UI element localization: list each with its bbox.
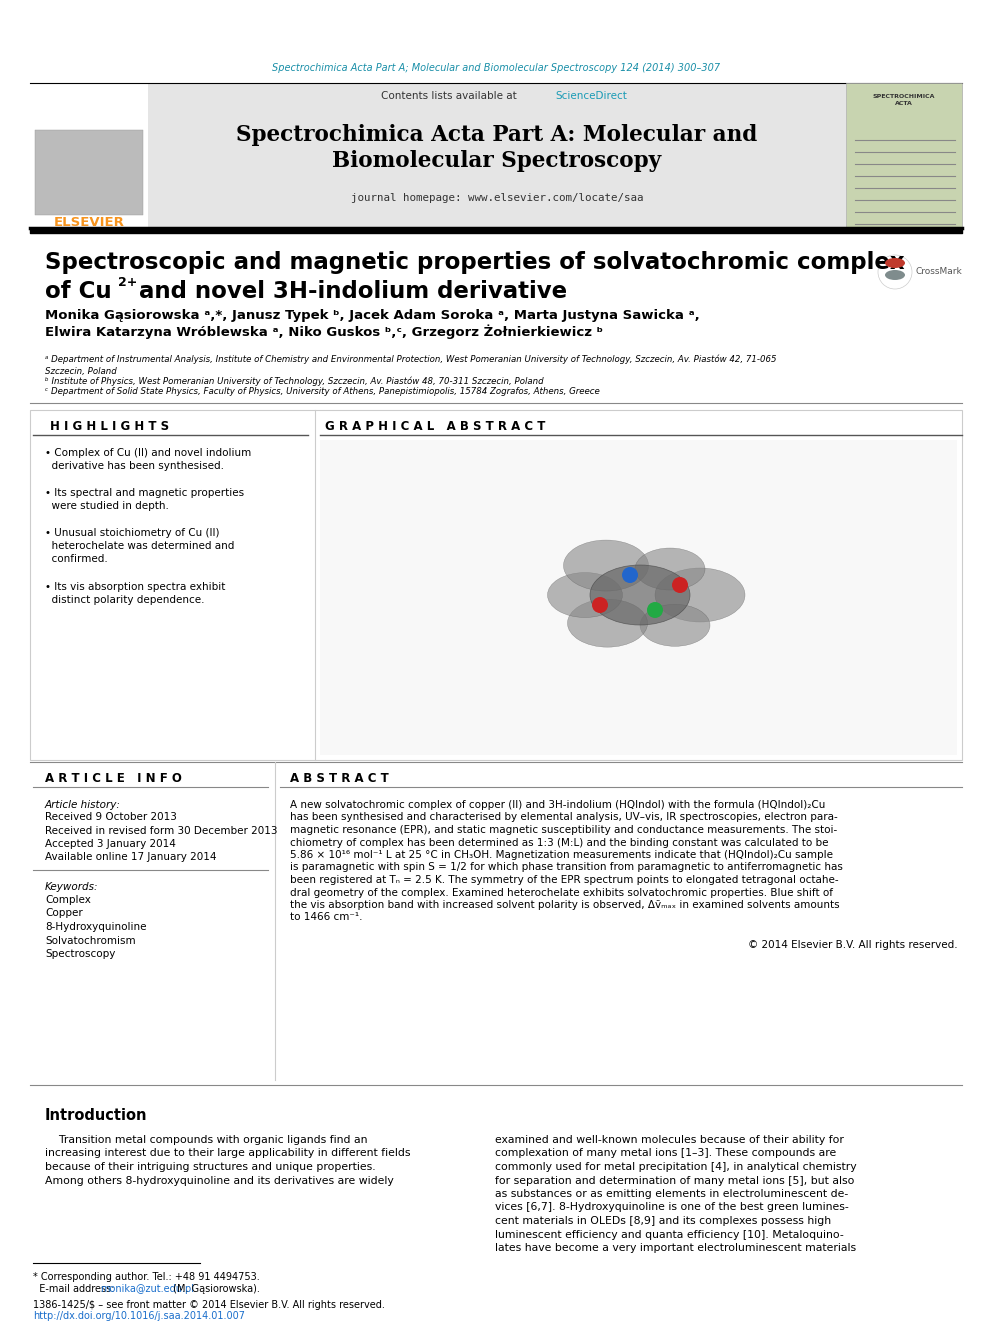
Text: Monika Gąsiorowska ᵃ,*, Janusz Typek ᵇ, Jacek Adam Soroka ᵃ, Marta Justyna Sawic: Monika Gąsiorowska ᵃ,*, Janusz Typek ᵇ, … bbox=[45, 308, 699, 321]
Text: monika@zut.edu.pl: monika@zut.edu.pl bbox=[100, 1285, 194, 1294]
Text: H I G H L I G H T S: H I G H L I G H T S bbox=[50, 421, 169, 434]
Text: http://dx.doi.org/10.1016/j.saa.2014.01.007: http://dx.doi.org/10.1016/j.saa.2014.01.… bbox=[33, 1311, 245, 1320]
Text: • Complex of Cu (II) and novel indolium
  derivative has been synthesised.: • Complex of Cu (II) and novel indolium … bbox=[45, 448, 251, 471]
Text: © 2014 Elsevier B.V. All rights reserved.: © 2014 Elsevier B.V. All rights reserved… bbox=[748, 941, 958, 950]
Text: Elwira Katarzyna Wróblewska ᵃ, Niko Guskos ᵇ,ᶜ, Grzegorz Żołnierkiewicz ᵇ: Elwira Katarzyna Wróblewska ᵃ, Niko Gusk… bbox=[45, 324, 603, 339]
Text: Among others 8-hydroxyquinoline and its derivatives are widely: Among others 8-hydroxyquinoline and its … bbox=[45, 1176, 394, 1185]
Text: increasing interest due to their large applicability in different fields: increasing interest due to their large a… bbox=[45, 1148, 411, 1159]
Text: Received 9 October 2013: Received 9 October 2013 bbox=[45, 812, 177, 822]
Text: * Corresponding author. Tel.: +48 91 4494753.: * Corresponding author. Tel.: +48 91 449… bbox=[33, 1271, 260, 1282]
Text: as substances or as emitting elements in electroluminescent de-: as substances or as emitting elements in… bbox=[495, 1189, 848, 1199]
Circle shape bbox=[878, 255, 912, 288]
Text: A R T I C L E   I N F O: A R T I C L E I N F O bbox=[45, 771, 182, 785]
Text: (M. Gąsiorowska).: (M. Gąsiorowska). bbox=[170, 1285, 260, 1294]
Text: A B S T R A C T: A B S T R A C T bbox=[290, 771, 389, 785]
Text: lates have become a very important electroluminescent materials: lates have become a very important elect… bbox=[495, 1244, 856, 1253]
Text: ᶜ Department of Solid State Physics, Faculty of Physics, University of Athens, P: ᶜ Department of Solid State Physics, Fac… bbox=[45, 388, 600, 396]
Text: 8-Hydroxyquinoline: 8-Hydroxyquinoline bbox=[45, 922, 147, 931]
Text: Received in revised form 30 December 2013: Received in revised form 30 December 201… bbox=[45, 826, 278, 836]
Text: chiometry of complex has been determined as 1:3 (M:L) and the binding constant w: chiometry of complex has been determined… bbox=[290, 837, 828, 848]
Text: • Its vis absorption spectra exhibit
  distinct polarity dependence.: • Its vis absorption spectra exhibit dis… bbox=[45, 582, 225, 605]
Ellipse shape bbox=[567, 599, 648, 647]
Text: luminescent efficiency and quanta efficiency [10]. Metaloquino-: luminescent efficiency and quanta effici… bbox=[495, 1229, 844, 1240]
Text: Spectroscopy: Spectroscopy bbox=[45, 949, 115, 959]
Ellipse shape bbox=[655, 568, 745, 622]
Circle shape bbox=[622, 568, 638, 583]
Text: • Its spectral and magnetic properties
  were studied in depth.: • Its spectral and magnetic properties w… bbox=[45, 488, 244, 511]
Text: is paramagnetic with spin S = 1/2 for which phase transition from paramagnetic t: is paramagnetic with spin S = 1/2 for wh… bbox=[290, 863, 843, 872]
Text: Spectrochimica Acta Part A; Molecular and Biomolecular Spectroscopy 124 (2014) 3: Spectrochimica Acta Part A; Molecular an… bbox=[272, 64, 720, 73]
Circle shape bbox=[672, 577, 688, 593]
Text: A new solvatochromic complex of copper (II) and 3H-indolium (HQIndol) with the f: A new solvatochromic complex of copper (… bbox=[290, 800, 825, 810]
Text: CrossMark: CrossMark bbox=[916, 267, 963, 277]
Circle shape bbox=[592, 597, 608, 613]
Ellipse shape bbox=[548, 573, 623, 618]
Text: ScienceDirect: ScienceDirect bbox=[555, 91, 627, 101]
Text: Article history:: Article history: bbox=[45, 800, 121, 810]
Text: ELSEVIER: ELSEVIER bbox=[54, 216, 124, 229]
Text: Spectrochimica Acta Part A: Molecular and
Biomolecular Spectroscopy: Spectrochimica Acta Part A: Molecular an… bbox=[236, 124, 758, 172]
Text: journal homepage: www.elsevier.com/locate/saa: journal homepage: www.elsevier.com/locat… bbox=[351, 193, 643, 202]
Text: • Unusual stoichiometry of Cu (II)
  heterochelate was determined and
  confirme: • Unusual stoichiometry of Cu (II) heter… bbox=[45, 528, 234, 565]
Ellipse shape bbox=[563, 540, 649, 591]
Text: 2+: 2+ bbox=[118, 277, 137, 290]
Text: the vis absorption band with increased solvent polarity is observed, Δṽₘₐₓ in ex: the vis absorption band with increased s… bbox=[290, 900, 839, 910]
Text: Copper: Copper bbox=[45, 909, 82, 918]
Bar bbox=[846, 83, 962, 228]
Text: Complex: Complex bbox=[45, 894, 91, 905]
Text: Solvatochromism: Solvatochromism bbox=[45, 935, 136, 946]
Text: Introduction: Introduction bbox=[45, 1107, 148, 1122]
Text: ᵇ Institute of Physics, West Pomeranian University of Technology, Szczecin, Av. : ᵇ Institute of Physics, West Pomeranian … bbox=[45, 376, 544, 385]
Text: 1386-1425/$ – see front matter © 2014 Elsevier B.V. All rights reserved.: 1386-1425/$ – see front matter © 2014 El… bbox=[33, 1301, 385, 1310]
Text: to 1466 cm⁻¹.: to 1466 cm⁻¹. bbox=[290, 913, 362, 922]
Ellipse shape bbox=[590, 565, 690, 624]
Text: Spectroscopic and magnetic properties of solvatochromic complex: Spectroscopic and magnetic properties of… bbox=[45, 251, 905, 274]
Text: complexation of many metal ions [1–3]. These compounds are: complexation of many metal ions [1–3]. T… bbox=[495, 1148, 836, 1159]
Text: for separation and determination of many metal ions [5], but also: for separation and determination of many… bbox=[495, 1176, 854, 1185]
Text: E-mail address:: E-mail address: bbox=[33, 1285, 118, 1294]
Bar bbox=[35, 130, 143, 216]
Ellipse shape bbox=[635, 548, 705, 590]
Text: Contents lists available at: Contents lists available at bbox=[381, 91, 520, 101]
Text: of Cu: of Cu bbox=[45, 279, 112, 303]
Bar bbox=[30, 83, 148, 228]
Text: Transition metal compounds with organic ligands find an: Transition metal compounds with organic … bbox=[45, 1135, 367, 1144]
Text: magnetic resonance (EPR), and static magnetic susceptibility and conductance mea: magnetic resonance (EPR), and static mag… bbox=[290, 826, 837, 835]
Text: Accepted 3 January 2014: Accepted 3 January 2014 bbox=[45, 839, 176, 849]
Ellipse shape bbox=[885, 270, 905, 280]
Text: commonly used for metal precipitation [4], in analytical chemistry: commonly used for metal precipitation [4… bbox=[495, 1162, 857, 1172]
Ellipse shape bbox=[885, 258, 905, 269]
Bar bbox=[148, 83, 846, 228]
Text: Keywords:: Keywords: bbox=[45, 882, 98, 892]
Text: vices [6,7]. 8-Hydroxyquinoline is one of the best green lumines-: vices [6,7]. 8-Hydroxyquinoline is one o… bbox=[495, 1203, 849, 1212]
Text: been registered at Tₙ = 2.5 K. The symmetry of the EPR spectrum points to elonga: been registered at Tₙ = 2.5 K. The symme… bbox=[290, 875, 838, 885]
Text: 5.86 × 10¹⁶ mol⁻¹ L at 25 °C in CH₃OH. Magnetization measurements indicate that : 5.86 × 10¹⁶ mol⁻¹ L at 25 °C in CH₃OH. M… bbox=[290, 849, 833, 860]
Text: cent materials in OLEDs [8,9] and its complexes possess high: cent materials in OLEDs [8,9] and its co… bbox=[495, 1216, 831, 1226]
Text: Available online 17 January 2014: Available online 17 January 2014 bbox=[45, 852, 216, 863]
Text: has been synthesised and characterised by elemental analysis, UV–vis, IR spectro: has been synthesised and characterised b… bbox=[290, 812, 838, 823]
Text: SPECTROCHIMICA
ACTA: SPECTROCHIMICA ACTA bbox=[873, 94, 935, 106]
Text: and novel 3H-indolium derivative: and novel 3H-indolium derivative bbox=[131, 279, 567, 303]
Text: dral geometry of the complex. Examined heterochelate exhibits solvatochromic pro: dral geometry of the complex. Examined h… bbox=[290, 888, 833, 897]
Bar bbox=[320, 441, 957, 755]
Ellipse shape bbox=[640, 605, 710, 647]
Text: ᵃ Department of Instrumental Analysis, Institute of Chemistry and Environmental : ᵃ Department of Instrumental Analysis, I… bbox=[45, 355, 777, 376]
Text: examined and well-known molecules because of their ability for: examined and well-known molecules becaus… bbox=[495, 1135, 844, 1144]
Text: G R A P H I C A L   A B S T R A C T: G R A P H I C A L A B S T R A C T bbox=[325, 421, 546, 434]
Bar bbox=[30, 410, 962, 759]
Circle shape bbox=[647, 602, 663, 618]
Text: because of their intriguing structures and unique properties.: because of their intriguing structures a… bbox=[45, 1162, 376, 1172]
